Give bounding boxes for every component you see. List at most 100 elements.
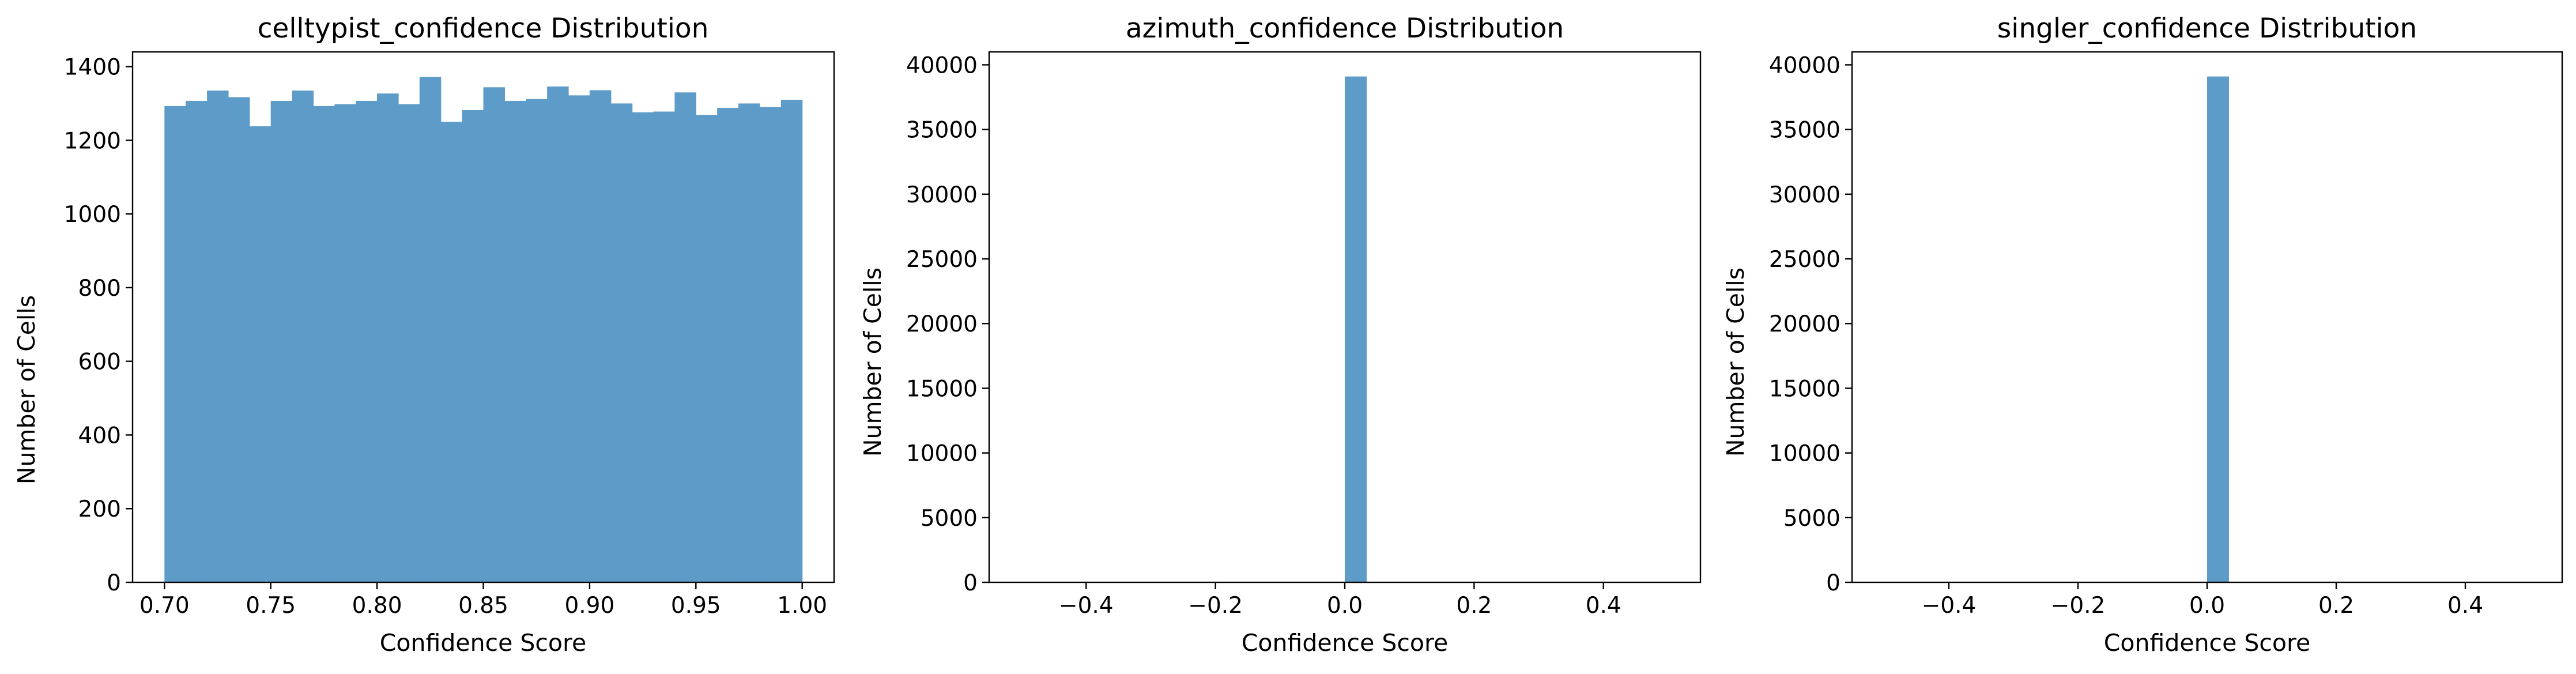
y-axis-ticks: 0 200 400 600 800 1000 1200 1400 xyxy=(64,55,133,596)
y-axis-label: Number of Cells xyxy=(13,295,40,484)
y-axis-ticks: 0 5000 10000 15000 20000 25000 30000 35000 40000 xyxy=(906,52,989,596)
x-axis-ticks: −0.4 −0.2 0.0 0.2 0.4 xyxy=(1922,582,2483,619)
histogram-bars xyxy=(164,77,803,583)
y-tick-label: 30000 xyxy=(906,182,978,208)
y-tick-label: 15000 xyxy=(906,376,978,402)
x-tick-label: −0.4 xyxy=(1922,593,1977,619)
histogram-bar xyxy=(207,91,229,583)
y-tick-label: 10000 xyxy=(1769,441,1840,467)
y-tick-label: 0 xyxy=(1826,570,1840,596)
y-tick-label: 800 xyxy=(78,276,121,302)
y-tick-label: 0 xyxy=(107,570,121,596)
y-tick-label: 0 xyxy=(963,570,978,596)
histogram-bar xyxy=(526,99,548,582)
x-axis-ticks: −0.4 −0.2 0.0 0.2 0.4 xyxy=(1059,582,1621,619)
x-tick-label: 0.0 xyxy=(1327,593,1363,619)
x-tick-label: −0.4 xyxy=(1059,593,1114,619)
histogram-bar xyxy=(462,110,484,582)
x-tick-label: 0.80 xyxy=(352,593,402,619)
y-tick-label: 200 xyxy=(78,496,121,522)
y-tick-label: 5000 xyxy=(1783,506,1840,532)
histogram-bar xyxy=(270,100,293,582)
y-axis-ticks: 0 5000 10000 15000 20000 25000 30000 35000 40000 xyxy=(1769,52,1852,596)
histogram-bar xyxy=(717,108,739,583)
y-tick-label: 600 xyxy=(78,349,121,375)
y-tick-label: 25000 xyxy=(1769,247,1840,273)
histogram-bar xyxy=(249,126,271,583)
x-tick-label: 0.0 xyxy=(2189,593,2225,619)
histogram-bar xyxy=(653,111,676,582)
histogram-bar xyxy=(504,100,526,582)
azimuth-confidence-panel: azimuth_confidence Distribution Number o… xyxy=(859,13,1702,657)
singler-confidence-panel: singler_confidence Distribution Number o… xyxy=(1722,13,2563,657)
y-tick-label: 35000 xyxy=(1769,118,1840,144)
x-tick-label: 0.95 xyxy=(671,593,721,619)
histogram-bar xyxy=(2207,76,2229,582)
plot-frame xyxy=(988,51,1702,583)
histogram-bar xyxy=(738,103,760,582)
histogram-bar xyxy=(356,100,378,582)
y-tick-label: 40000 xyxy=(906,52,978,78)
y-tick-label: 1000 xyxy=(64,202,121,228)
x-axis-label: Confidence Score xyxy=(1242,629,1448,657)
panel-title: celltypist_confidence Distribution xyxy=(258,13,709,44)
panel-title: azimuth_confidence Distribution xyxy=(1126,13,1564,44)
plot-frame xyxy=(1851,51,2563,583)
histogram-bar xyxy=(483,87,505,583)
histogram-bars xyxy=(1345,76,1367,582)
x-tick-label: −0.2 xyxy=(2051,593,2106,619)
y-tick-label: 40000 xyxy=(1769,52,1840,78)
x-tick-label: 0.70 xyxy=(139,593,190,619)
histogram-bar xyxy=(780,100,803,583)
y-tick-label: 35000 xyxy=(906,118,978,144)
histogram-bar xyxy=(610,103,633,582)
histogram-bar xyxy=(313,106,335,582)
y-axis-label: Number of Cells xyxy=(859,268,887,457)
histogram-bar xyxy=(589,90,612,582)
histogram-bars xyxy=(2207,76,2229,582)
x-axis-label: Confidence Score xyxy=(2104,629,2310,657)
y-tick-label: 30000 xyxy=(1769,182,1840,208)
histogram-bar xyxy=(440,122,463,582)
histogram-bar xyxy=(547,86,569,583)
histogram-bar xyxy=(1345,76,1367,582)
y-tick-label: 10000 xyxy=(906,441,978,467)
histogram-bar xyxy=(419,77,442,582)
x-axis-label: Confidence Score xyxy=(380,629,586,657)
x-tick-label: 0.75 xyxy=(246,593,296,619)
histogram-bar xyxy=(377,93,399,582)
histogram-bar xyxy=(164,106,186,582)
histogram-bar xyxy=(186,100,208,582)
x-tick-label: 0.90 xyxy=(564,593,614,619)
x-tick-label: 0.4 xyxy=(2447,593,2483,619)
y-tick-label: 5000 xyxy=(921,506,978,532)
y-tick-label: 20000 xyxy=(906,311,978,337)
celltypist-confidence-panel: celltypist_confidence Distribution Numbe… xyxy=(13,13,835,657)
x-axis-ticks: 0.70 0.75 0.80 0.85 0.90 0.95 1.00 xyxy=(139,582,827,619)
x-tick-label: 0.85 xyxy=(458,593,508,619)
histogram-bar xyxy=(568,95,590,582)
y-tick-label: 1400 xyxy=(64,55,121,81)
x-tick-label: 1.00 xyxy=(777,593,827,619)
histogram-bar xyxy=(674,92,696,582)
y-tick-label: 15000 xyxy=(1769,376,1840,402)
x-tick-label: 0.4 xyxy=(1586,593,1621,619)
histogram-bar xyxy=(759,107,782,583)
y-tick-label: 25000 xyxy=(906,247,978,273)
y-tick-label: 400 xyxy=(78,423,121,449)
plot-frame xyxy=(131,51,835,583)
y-tick-label: 1200 xyxy=(64,128,121,154)
histogram-bar xyxy=(292,91,314,583)
histogram-bar xyxy=(334,104,356,582)
histogram-bar xyxy=(632,112,654,582)
x-tick-label: 0.2 xyxy=(1456,593,1492,619)
x-tick-label: −0.2 xyxy=(1188,593,1243,619)
histogram-bar xyxy=(398,104,420,582)
histogram-bar xyxy=(696,115,718,582)
panel-title: singler_confidence Distribution xyxy=(1997,13,2417,44)
histogram-bar xyxy=(228,97,250,583)
y-tick-label: 20000 xyxy=(1769,311,1840,337)
y-axis-label: Number of Cells xyxy=(1722,268,1749,457)
x-tick-label: 0.2 xyxy=(2318,593,2354,619)
